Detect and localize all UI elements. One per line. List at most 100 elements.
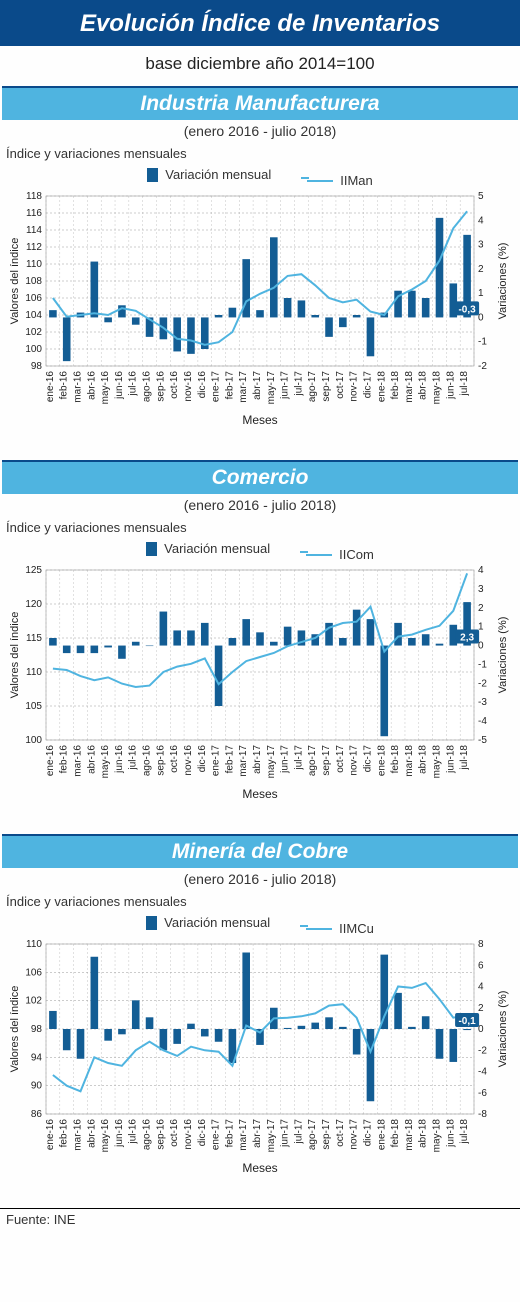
bar-variation: [256, 632, 264, 645]
svg-text:jun-17: jun-17: [280, 371, 291, 400]
callout-value: 2,3: [460, 633, 474, 644]
bar-variation: [325, 1017, 333, 1029]
svg-text:dic-17: dic-17: [362, 1119, 373, 1147]
bar-variation: [49, 1011, 57, 1029]
line-swatch-icon: [307, 180, 333, 182]
svg-text:oct-16: oct-16: [169, 745, 180, 773]
section-header-cu: Minería del Cobre: [2, 834, 518, 868]
svg-text:mar-17: mar-17: [238, 1119, 249, 1151]
svg-text:6: 6: [478, 960, 484, 971]
svg-text:jul-17: jul-17: [293, 745, 304, 771]
legend-man: Variación mensualIIMan: [0, 163, 520, 190]
bar-variation: [256, 310, 264, 317]
svg-text:abr-17: abr-17: [252, 371, 263, 400]
bar-variation: [394, 623, 402, 646]
bar-variation: [63, 646, 71, 654]
bar-variation: [132, 317, 140, 324]
y-right-label: Variaciones (%): [497, 617, 509, 694]
callout-value: -0,3: [458, 304, 476, 315]
y-right-label: Variaciones (%): [497, 243, 509, 320]
svg-text:abr-16: abr-16: [86, 371, 97, 400]
x-axis-label: Meses: [242, 1161, 277, 1175]
svg-text:104: 104: [25, 310, 42, 321]
svg-text:jul-18: jul-18: [459, 745, 470, 771]
svg-text:feb-16: feb-16: [59, 371, 70, 400]
bar-variation: [132, 1000, 140, 1029]
bar-variation: [422, 298, 430, 317]
svg-text:dic-16: dic-16: [197, 371, 208, 399]
svg-text:jul-17: jul-17: [293, 371, 304, 397]
svg-text:3: 3: [478, 240, 484, 251]
svg-text:nov-17: nov-17: [349, 745, 360, 776]
svg-text:114: 114: [26, 225, 42, 236]
svg-text:feb-17: feb-17: [224, 371, 235, 400]
bar-variation: [408, 291, 416, 318]
svg-text:105: 105: [25, 701, 42, 712]
svg-text:dic-17: dic-17: [362, 745, 373, 773]
svg-text:ene-16: ene-16: [45, 745, 56, 777]
bar-variation: [146, 646, 154, 647]
svg-text:1: 1: [478, 288, 484, 299]
svg-text:jun-16: jun-16: [114, 371, 125, 400]
bar-variation: [91, 646, 99, 654]
svg-text:may-16: may-16: [100, 1119, 111, 1153]
bar-variation: [146, 1017, 154, 1029]
bar-swatch-icon: [146, 542, 157, 556]
svg-text:abr-17: abr-17: [252, 745, 263, 774]
svg-text:dic-17: dic-17: [362, 371, 373, 399]
svg-text:ene-17: ene-17: [211, 1119, 222, 1151]
svg-text:ene-18: ene-18: [376, 745, 387, 777]
legend-line-item: IIMan: [307, 173, 373, 188]
svg-text:jun-18: jun-18: [445, 371, 456, 400]
svg-text:abr-17: abr-17: [252, 1119, 263, 1148]
bar-variation: [104, 1029, 112, 1041]
bar-variation: [118, 646, 126, 659]
svg-text:-2: -2: [478, 361, 487, 372]
bar-variation: [436, 1029, 444, 1059]
y-left-label: Valores del índice: [9, 238, 21, 325]
svg-text:may-18: may-18: [431, 371, 442, 405]
svg-text:100: 100: [25, 344, 42, 355]
svg-text:sep-16: sep-16: [155, 371, 166, 402]
bar-variation: [339, 317, 347, 327]
bar-variation: [160, 612, 168, 646]
svg-text:116: 116: [26, 208, 42, 219]
svg-text:feb-18: feb-18: [390, 1119, 401, 1148]
svg-text:feb-17: feb-17: [224, 745, 235, 774]
bar-variation: [339, 1027, 347, 1029]
svg-text:115: 115: [26, 633, 42, 644]
svg-text:mar-16: mar-16: [73, 745, 84, 777]
svg-text:110: 110: [26, 667, 42, 678]
chart-man: 98100102104106108110112114116118-2-10123…: [6, 190, 514, 430]
y-left-label: Valores del índice: [9, 986, 21, 1073]
bar-variation: [77, 646, 85, 654]
bar-variation: [173, 1029, 181, 1044]
bar-variation: [394, 993, 402, 1029]
svg-text:may-17: may-17: [266, 745, 277, 779]
svg-text:ago-17: ago-17: [307, 1119, 318, 1151]
svg-text:4: 4: [478, 565, 484, 576]
page-title: Evolución Índice de Inventarios: [0, 0, 520, 46]
svg-text:jun-16: jun-16: [114, 1119, 125, 1148]
bar-variation: [49, 310, 57, 317]
legend-line-label: IIMCu: [339, 921, 374, 936]
bar-variation: [104, 317, 112, 322]
svg-text:abr-18: abr-18: [418, 1119, 429, 1148]
svg-text:mar-17: mar-17: [238, 745, 249, 777]
svg-text:-8: -8: [478, 1109, 487, 1120]
legend-bar-item: Variación mensual: [146, 541, 270, 556]
svg-text:abr-16: abr-16: [86, 745, 97, 774]
svg-text:nov-16: nov-16: [183, 1119, 194, 1150]
svg-text:jun-16: jun-16: [114, 745, 125, 774]
svg-text:jun-17: jun-17: [280, 1119, 291, 1148]
svg-text:110: 110: [26, 259, 42, 270]
svg-text:ene-18: ene-18: [376, 371, 387, 403]
svg-text:mar-17: mar-17: [238, 371, 249, 403]
svg-text:may-17: may-17: [266, 1119, 277, 1153]
bar-variation: [91, 957, 99, 1029]
bar-variation: [63, 317, 71, 361]
bar-variation: [215, 315, 223, 317]
svg-text:nov-16: nov-16: [183, 371, 194, 402]
svg-text:ene-17: ene-17: [211, 371, 222, 403]
bar-variation: [298, 300, 306, 317]
